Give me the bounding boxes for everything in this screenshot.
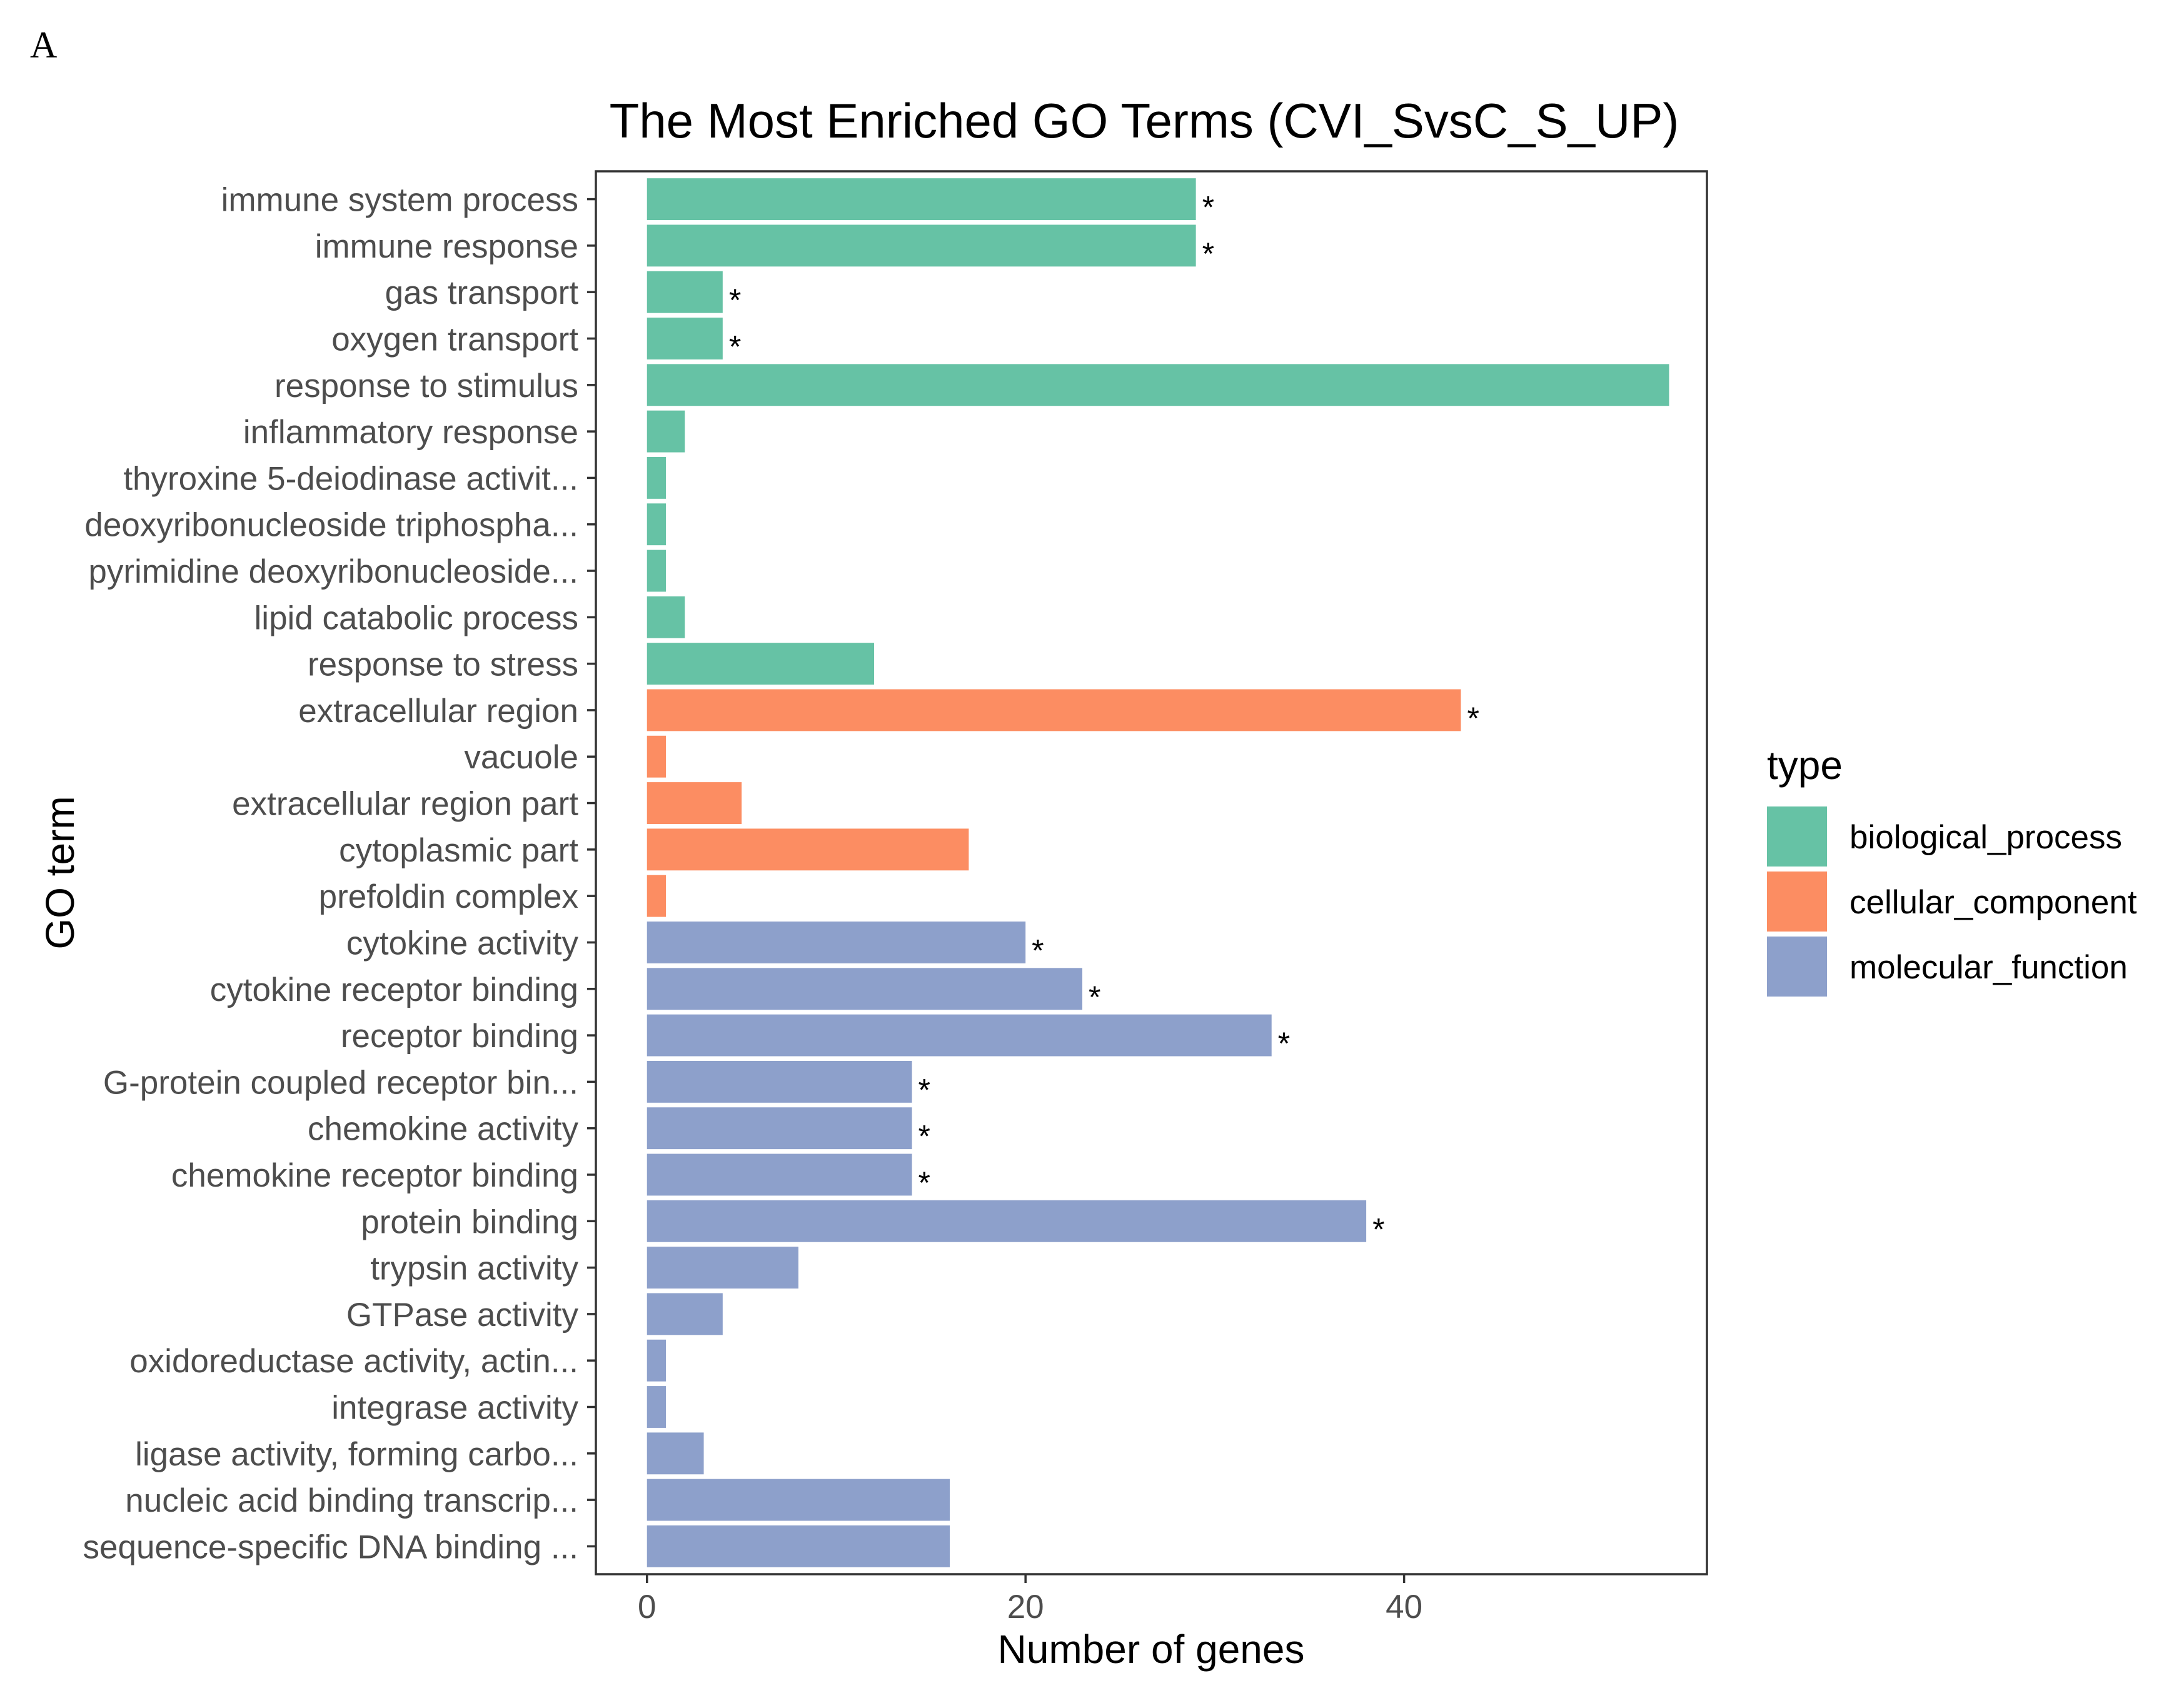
y-tick-label: ligase activity, forming carbo... (135, 1436, 578, 1473)
x-axis: 0 20 40 (638, 1574, 1422, 1625)
y-tick-label: immune system process (221, 182, 578, 219)
plot-panel-border (595, 170, 1708, 1575)
legend: biological_process cellular_componentmole… (1767, 806, 2137, 997)
legend-label: molecular_function (1849, 949, 2128, 986)
bar (647, 1432, 704, 1475)
significance-marker: * (1278, 1026, 1290, 1061)
bar (647, 1339, 667, 1382)
significance-marker: * (1372, 1212, 1384, 1247)
significance-marker: * (1032, 933, 1044, 968)
bar (647, 1525, 950, 1567)
y-tick-label: extracellular region (298, 693, 578, 730)
x-tick-label: 20 (1007, 1589, 1044, 1625)
significance-marker: * (729, 283, 741, 318)
bar (647, 364, 1669, 406)
y-tick-label: GTPase activity (346, 1297, 579, 1334)
y-tick-label: trypsin activity (370, 1250, 578, 1287)
legend-swatch (1767, 806, 1827, 867)
y-axis: immune system process immune response gas … (83, 182, 596, 1565)
bar (647, 1293, 723, 1335)
bar (647, 1479, 950, 1521)
bars-layer: * * * * * * * * * * * * (647, 178, 1669, 1567)
bar (647, 1153, 912, 1196)
bar (647, 503, 667, 546)
bar (647, 689, 1461, 731)
bar (647, 410, 685, 453)
y-tick-label: gas transport (385, 274, 579, 311)
bar (647, 1200, 1367, 1242)
bar (647, 968, 1083, 1010)
significance-marker: * (1202, 190, 1214, 225)
legend-label: cellular_component (1849, 884, 2137, 921)
bar (647, 922, 1026, 963)
bar (647, 1107, 912, 1150)
bar (647, 224, 1196, 267)
legend-title: type (1767, 743, 1843, 788)
y-tick-label: thyroxine 5-deiodinase activit... (123, 460, 578, 497)
bar (647, 456, 667, 499)
y-tick-label: integrase activity (331, 1390, 578, 1427)
bar (647, 782, 742, 824)
y-tick-label: cytokine receptor binding (210, 972, 578, 1008)
bar (647, 318, 723, 359)
y-axis-title: GO term (38, 796, 83, 949)
significance-marker: * (918, 1119, 930, 1154)
y-tick-label: cytokine activity (346, 925, 579, 962)
y-tick-label: immune response (315, 228, 578, 265)
y-tick-label: prefoldin complex (319, 878, 578, 915)
bar (647, 550, 667, 592)
bar (647, 1060, 912, 1103)
y-tick-label: chemokine activity (308, 1111, 579, 1148)
legend-swatch (1767, 872, 1827, 932)
y-tick-label: response to stress (308, 646, 578, 683)
y-tick-label: response to stimulus (274, 368, 578, 404)
x-tick-label: 40 (1386, 1589, 1422, 1625)
panel-label: A (30, 24, 57, 66)
significance-marker: * (1467, 701, 1479, 736)
y-tick-label: oxygen transport (331, 321, 578, 358)
legend-swatch (1767, 937, 1827, 997)
x-tick-label: 0 (638, 1589, 656, 1625)
legend-label: biological_process (1849, 819, 2122, 856)
y-tick-label: nucleic acid binding transcrip... (125, 1482, 578, 1519)
bar (647, 875, 667, 917)
y-tick-label: sequence-specific DNA binding ... (83, 1529, 579, 1565)
bar (647, 643, 875, 685)
y-tick-label: deoxyribonucleoside triphospha... (84, 507, 578, 544)
y-tick-label: inflammatory response (243, 414, 578, 451)
y-tick-label: oxidoreductase activity, actin... (129, 1343, 578, 1380)
y-tick-label: chemokine receptor binding (171, 1157, 578, 1194)
bar (647, 271, 723, 313)
bar (647, 1247, 798, 1289)
x-axis-title: Number of genes (998, 1627, 1305, 1672)
significance-marker: * (729, 329, 741, 364)
y-tick-label: G-protein coupled receptor bin... (103, 1064, 578, 1101)
y-tick-label: lipid catabolic process (254, 600, 578, 636)
chart-title: The Most Enriched GO Terms (CVI_SvsC_S_U… (610, 93, 1679, 148)
significance-marker: * (1089, 980, 1100, 1015)
y-tick-label: protein binding (361, 1203, 578, 1240)
bar (647, 596, 685, 638)
y-tick-label: extracellular region part (232, 786, 578, 823)
y-tick-label: pyrimidine deoxyribonucleoside... (88, 553, 578, 590)
y-tick-label: receptor binding (341, 1018, 578, 1055)
significance-marker: * (918, 1072, 930, 1107)
bar (647, 1386, 667, 1428)
significance-marker: * (918, 1165, 930, 1200)
bar (647, 1014, 1272, 1057)
bar (647, 735, 667, 778)
bar (647, 178, 1196, 221)
y-tick-label: vacuole (464, 739, 578, 776)
significance-marker: * (1202, 236, 1214, 271)
y-tick-label: cytoplasmic part (339, 832, 578, 869)
bar (647, 828, 969, 871)
